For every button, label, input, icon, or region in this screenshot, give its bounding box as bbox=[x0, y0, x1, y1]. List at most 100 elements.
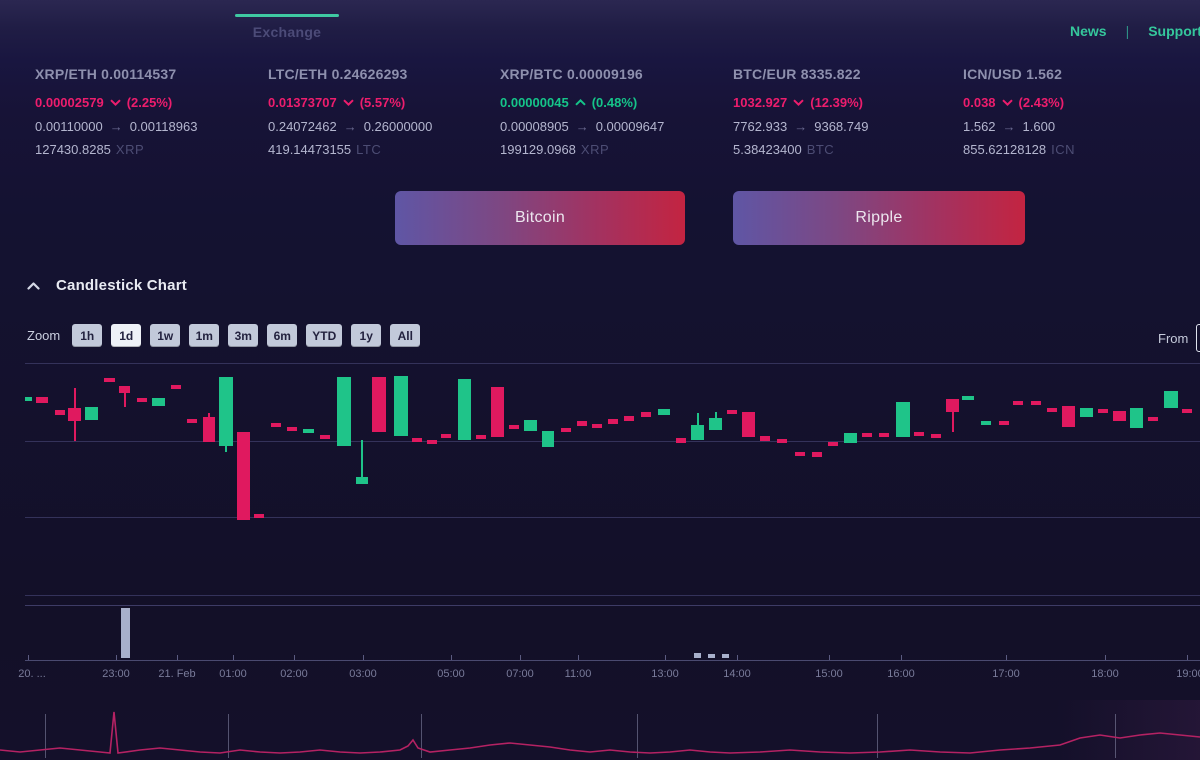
navigator-tick bbox=[45, 714, 46, 758]
ripple-button[interactable]: Ripple bbox=[733, 191, 1025, 245]
navigator-tick bbox=[877, 714, 878, 758]
candlestick bbox=[1080, 408, 1093, 417]
range-arrow-icon: → bbox=[109, 119, 123, 134]
candlestick bbox=[844, 433, 857, 443]
chevron-down-icon bbox=[342, 99, 354, 106]
ticker-volume: 5.38423400 BTC bbox=[733, 142, 961, 157]
candlestick bbox=[394, 376, 408, 436]
change-percent: (0.48%) bbox=[591, 95, 638, 110]
x-axis-label: 11:00 bbox=[564, 668, 592, 680]
range-low: 0.24072462 bbox=[268, 119, 337, 134]
nav-link-support[interactable]: Support bbox=[1148, 23, 1200, 39]
change-value: 1032.927 bbox=[733, 95, 788, 110]
zoom-button-1w[interactable]: 1w bbox=[150, 324, 181, 347]
ticker-LTC-ETH[interactable]: LTC/ETH 0.24626293 0.01373707 (5.57%) 0.240… bbox=[268, 66, 496, 157]
zoom-row: Zoom 1h 1d 1w 1m 3m 6m YTD 1y All bbox=[27, 324, 421, 347]
change-percent: (5.57%) bbox=[359, 95, 406, 110]
x-axis-label: 05:00 bbox=[437, 668, 465, 680]
ticker-XRP-BTC[interactable]: XRP/BTC 0.00009196 0.00000045 (0.48%) 0.000… bbox=[500, 66, 728, 157]
candlestick bbox=[658, 409, 670, 415]
ticker-pair-price: ICN/USD 1.562 bbox=[963, 66, 1191, 82]
ticker-range: 7762.933 → 9368.749 bbox=[733, 119, 961, 134]
candlestick bbox=[1113, 411, 1126, 421]
ticker-BTC-EUR[interactable]: BTC/EUR 8335.822 1032.927 (12.39%) 7762.933… bbox=[733, 66, 961, 157]
range-arrow-icon: → bbox=[794, 119, 808, 134]
candlestick bbox=[36, 397, 48, 403]
range-arrow-icon: → bbox=[343, 119, 357, 134]
range-low: 0.00110000 bbox=[35, 119, 103, 134]
chevron-down-icon bbox=[1001, 99, 1013, 106]
ticker-range: 0.00008905 → 0.00009647 bbox=[500, 119, 728, 134]
from-date-input[interactable] bbox=[1196, 324, 1200, 352]
x-axis-label: 14:00 bbox=[723, 668, 751, 680]
collapse-chevron-icon[interactable] bbox=[27, 281, 40, 290]
active-tab-indicator bbox=[235, 14, 339, 17]
range-low: 0.00008905 bbox=[500, 119, 569, 134]
zoom-button-ytd[interactable]: YTD bbox=[306, 324, 343, 347]
candle-wick bbox=[361, 440, 363, 484]
pair-label: ICN/USD bbox=[963, 66, 1022, 82]
candlestick bbox=[592, 424, 602, 428]
candlestick bbox=[187, 419, 197, 423]
change-percent: (12.39%) bbox=[810, 95, 863, 110]
x-axis-tick bbox=[116, 655, 117, 660]
range-low: 7762.933 bbox=[733, 119, 788, 134]
candlestick bbox=[337, 377, 351, 446]
last-price: 0.00114537 bbox=[101, 66, 177, 82]
candlestick bbox=[981, 421, 991, 425]
ticker-volume: 199129.0968 XRP bbox=[500, 142, 728, 157]
candlestick bbox=[641, 412, 651, 417]
volume-bar bbox=[708, 654, 715, 658]
range-high: 1.600 bbox=[1022, 119, 1056, 134]
candlestick-chart[interactable]: 20. ... 23:00 21. Feb 01:00 02:00 03:00 05:00 0… bbox=[0, 355, 1200, 690]
top-nav-links: News | Support bbox=[1070, 23, 1200, 39]
ticker-change: 0.00002579 (2.25%) bbox=[35, 95, 263, 110]
candlestick bbox=[1098, 409, 1108, 413]
x-axis-tick bbox=[578, 655, 579, 660]
zoom-button-1m[interactable]: 1m bbox=[189, 324, 220, 347]
zoom-button-1h[interactable]: 1h bbox=[72, 324, 103, 347]
chart-navigator[interactable] bbox=[0, 700, 1200, 760]
gridline bbox=[25, 363, 1200, 364]
x-axis-label: 20. ... bbox=[18, 668, 46, 680]
ticker-range: 0.00110000 → 0.00118963 bbox=[35, 119, 263, 134]
candlestick bbox=[476, 435, 486, 439]
candlestick bbox=[25, 397, 32, 401]
x-axis-tick bbox=[451, 655, 452, 660]
zoom-button-all[interactable]: All bbox=[390, 324, 421, 347]
ticker-change: 0.038 (2.43%) bbox=[963, 95, 1191, 110]
range-high: 9368.749 bbox=[814, 119, 869, 134]
ticker-volume: 855.62128128 ICN bbox=[963, 142, 1191, 157]
zoom-button-group: 1h 1d 1w 1m 3m 6m YTD 1y All bbox=[72, 324, 421, 347]
section-title: Candlestick Chart bbox=[56, 277, 187, 294]
bitcoin-button[interactable]: Bitcoin bbox=[395, 191, 685, 245]
ticker-change: 1032.927 (12.39%) bbox=[733, 95, 961, 110]
candlestick bbox=[152, 398, 165, 406]
navigator-tick bbox=[228, 714, 229, 758]
x-axis-label: 19:00 bbox=[1176, 668, 1200, 680]
gridline bbox=[25, 441, 1200, 442]
zoom-button-3m[interactable]: 3m bbox=[228, 324, 259, 347]
candlestick bbox=[879, 433, 889, 437]
x-axis-label: 07:00 bbox=[506, 668, 534, 680]
tab-exchange[interactable]: Exchange bbox=[235, 14, 339, 42]
ticker-range: 1.562 → 1.600 bbox=[963, 119, 1191, 134]
volume-value: 419.14473155 bbox=[268, 142, 352, 157]
ticker-ICN-USD[interactable]: ICN/USD 1.562 0.038 (2.43%) 1.562 → 1.600 855.… bbox=[963, 66, 1191, 157]
candlestick bbox=[742, 412, 755, 437]
zoom-button-1y[interactable]: 1y bbox=[351, 324, 382, 347]
candlestick bbox=[441, 434, 451, 438]
ticker-pair-price: BTC/EUR 8335.822 bbox=[733, 66, 961, 82]
zoom-button-6m[interactable]: 6m bbox=[267, 324, 298, 347]
last-price: 8335.822 bbox=[800, 66, 861, 82]
ticker-volume: 419.14473155 LTC bbox=[268, 142, 496, 157]
zoom-button-1d[interactable]: 1d bbox=[111, 324, 142, 347]
x-axis-tick bbox=[363, 655, 364, 660]
chevron-down-icon bbox=[793, 99, 804, 106]
candlestick bbox=[104, 378, 115, 382]
ticker-XRP-ETH[interactable]: XRP/ETH 0.00114537 0.00002579 (2.25%) 0.001… bbox=[35, 66, 263, 157]
nav-link-news[interactable]: News bbox=[1070, 23, 1107, 39]
navigator-series bbox=[0, 711, 1200, 754]
x-axis-label: 15:00 bbox=[815, 668, 843, 680]
